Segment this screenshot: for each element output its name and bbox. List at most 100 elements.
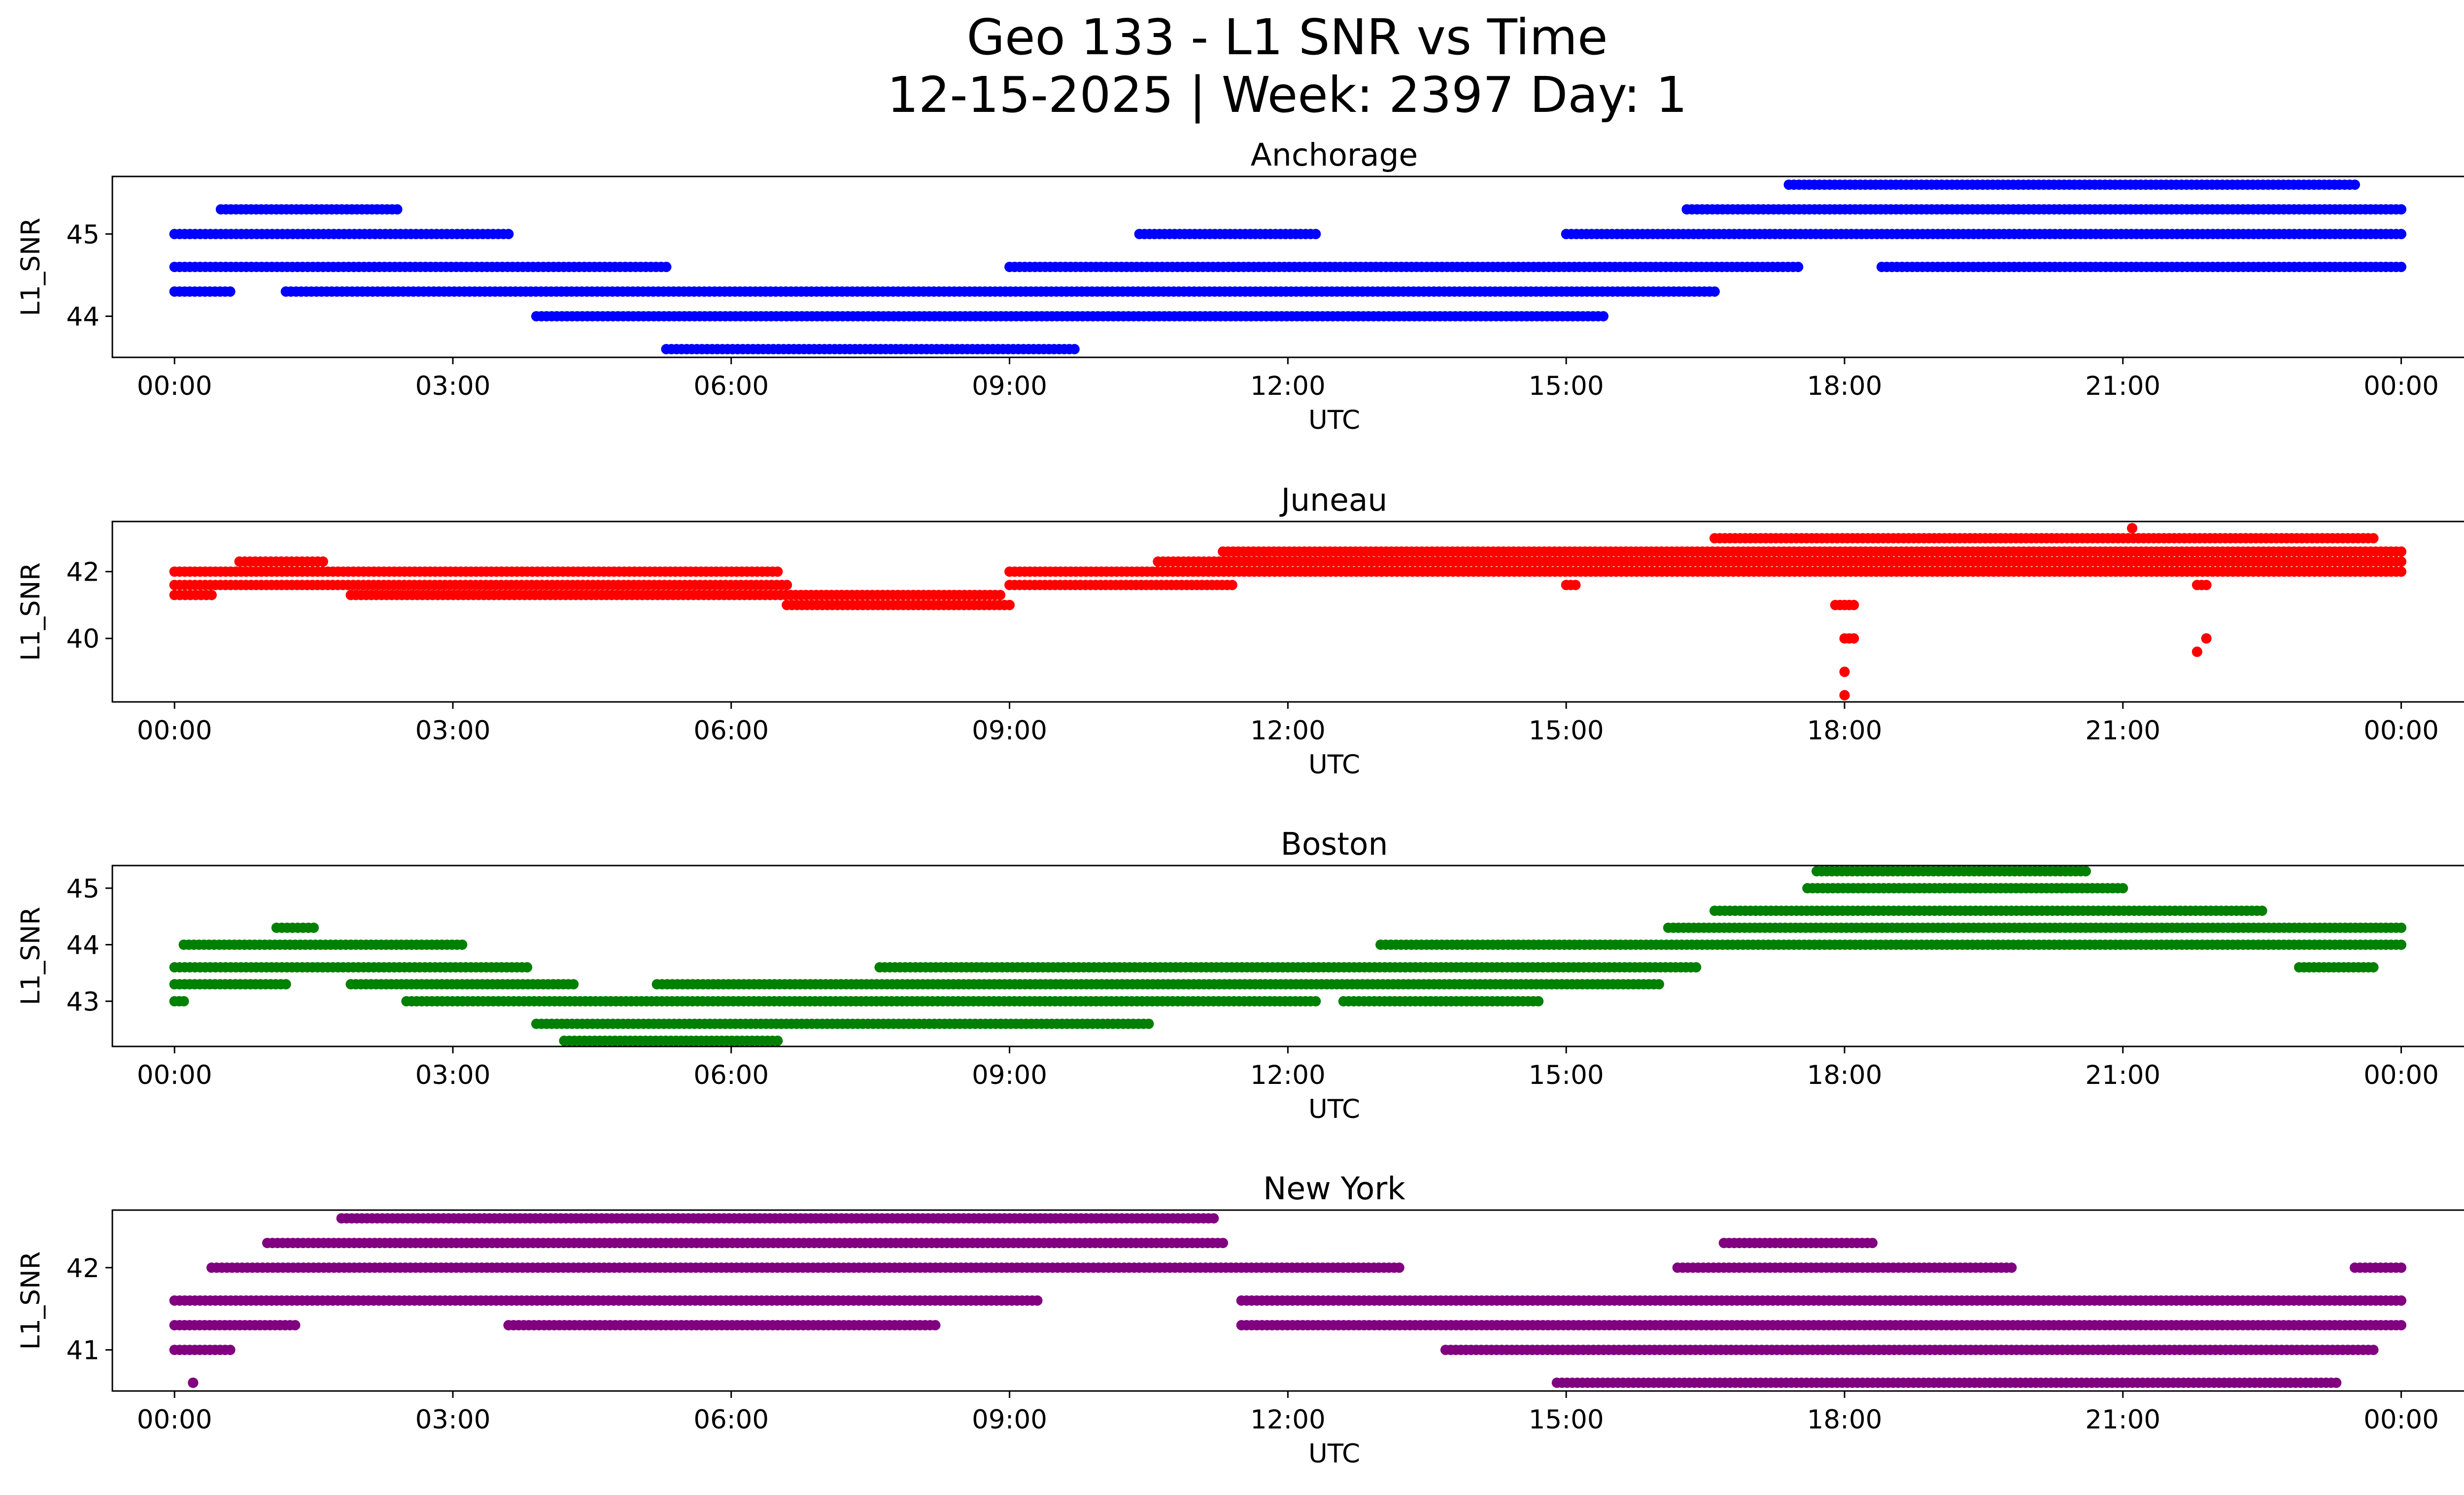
y-tick-label: 42 xyxy=(67,557,100,588)
data-point xyxy=(1069,344,1080,354)
x-tick-label: 12:00 xyxy=(1250,371,1326,401)
y-tick-label: 44 xyxy=(67,931,100,961)
panel-title: Anchorage xyxy=(1251,137,1418,173)
data-point xyxy=(772,1036,783,1046)
x-tick-label: 03:00 xyxy=(415,716,491,746)
data-point xyxy=(1653,979,1664,990)
axes-frame xyxy=(111,521,2464,703)
data-point xyxy=(2350,179,2360,190)
x-tick-label: 06:00 xyxy=(693,371,769,401)
x-tick-label: 09:00 xyxy=(972,716,1047,746)
data-point xyxy=(1839,690,1850,700)
x-tick-label: 18:00 xyxy=(1807,1060,1882,1090)
x-tick-label: 21:00 xyxy=(2085,1060,2160,1090)
data-point xyxy=(1570,580,1581,591)
y-tick-label: 43 xyxy=(67,987,100,1017)
x-tick-label: 21:00 xyxy=(2085,716,2160,746)
data-point xyxy=(2396,566,2407,577)
data-point xyxy=(1143,1018,1154,1029)
data-point xyxy=(1004,599,1015,610)
data-point xyxy=(2396,204,2407,215)
data-point xyxy=(1848,633,1859,644)
x-axis-label: UTC xyxy=(1308,405,1360,435)
data-points xyxy=(169,1213,2407,1388)
data-point xyxy=(308,922,319,933)
data-point xyxy=(1032,1295,1043,1306)
data-points xyxy=(169,179,2407,354)
data-point xyxy=(1310,229,1321,240)
panel-title: Boston xyxy=(1281,826,1388,862)
x-tick-label: 09:00 xyxy=(972,371,1047,401)
y-axis-label: L1_SNR xyxy=(16,907,46,1006)
data-point xyxy=(225,1345,236,1356)
figure-title-line2: 12-15-2025 | Week: 2397 Day: 1 xyxy=(887,66,1687,124)
data-point xyxy=(772,566,783,577)
y-tick-label: 40 xyxy=(67,624,100,654)
data-point xyxy=(1839,666,1850,677)
x-tick-label: 12:00 xyxy=(1250,1060,1326,1090)
data-point xyxy=(317,556,328,567)
data-point xyxy=(1709,286,1720,297)
y-tick-label: 44 xyxy=(67,302,100,332)
data-point xyxy=(2396,262,2407,272)
x-tick-label: 18:00 xyxy=(1807,371,1882,401)
axes-frame xyxy=(111,175,2464,358)
data-point xyxy=(1848,599,1859,610)
data-point xyxy=(1691,962,1702,973)
data-point xyxy=(2201,580,2212,591)
data-point xyxy=(2191,646,2202,657)
data-point xyxy=(2396,939,2407,950)
x-tick-label: 03:00 xyxy=(415,1060,491,1090)
x-tick-label: 00:00 xyxy=(2363,1060,2439,1090)
data-point xyxy=(995,590,1006,600)
data-point xyxy=(1533,996,1544,1007)
data-point xyxy=(392,204,403,215)
x-tick-label: 06:00 xyxy=(693,716,769,746)
panel-title: Juneau xyxy=(1279,482,1388,518)
data-point xyxy=(522,962,533,973)
data-point xyxy=(2118,883,2128,894)
figure-title-line1: Geo 133 - L1 SNR vs Time xyxy=(967,8,1608,66)
y-tick-label: 45 xyxy=(67,220,100,250)
x-tick-label: 00:00 xyxy=(137,716,212,746)
data-point xyxy=(1598,311,1608,322)
data-point xyxy=(2396,229,2407,240)
x-tick-label: 00:00 xyxy=(2363,716,2439,746)
data-points xyxy=(169,866,2407,1046)
data-point xyxy=(1310,996,1321,1007)
data-point xyxy=(188,1377,199,1388)
x-axis-label: UTC xyxy=(1308,750,1360,780)
x-tick-label: 06:00 xyxy=(693,1060,769,1090)
data-point xyxy=(568,979,579,990)
x-tick-label: 18:00 xyxy=(1807,716,1882,746)
data-point xyxy=(290,1320,301,1330)
data-point xyxy=(2396,922,2407,933)
y-axis-label: L1_SNR xyxy=(16,218,46,316)
x-tick-label: 21:00 xyxy=(2085,371,2160,401)
data-point xyxy=(503,229,514,240)
data-point xyxy=(206,590,217,600)
data-point xyxy=(1227,580,1237,591)
axes-frame xyxy=(111,865,2464,1047)
data-point xyxy=(225,286,236,297)
data-point xyxy=(2257,905,2267,916)
x-tick-label: 12:00 xyxy=(1250,716,1326,746)
x-tick-label: 00:00 xyxy=(2363,371,2439,401)
x-axis-label: UTC xyxy=(1308,1094,1360,1124)
data-points xyxy=(169,523,2407,700)
y-axis-label: L1_SNR xyxy=(16,562,46,661)
data-point xyxy=(661,262,672,272)
x-tick-label: 15:00 xyxy=(1529,1060,1604,1090)
data-point xyxy=(2368,533,2379,544)
data-point xyxy=(2396,546,2407,557)
data-point xyxy=(457,939,468,950)
data-point xyxy=(2396,556,2407,567)
x-tick-label: 15:00 xyxy=(1529,371,1604,401)
data-point xyxy=(178,996,189,1007)
x-tick-label: 00:00 xyxy=(137,1060,212,1090)
panel-title: New York xyxy=(1263,1171,1405,1207)
